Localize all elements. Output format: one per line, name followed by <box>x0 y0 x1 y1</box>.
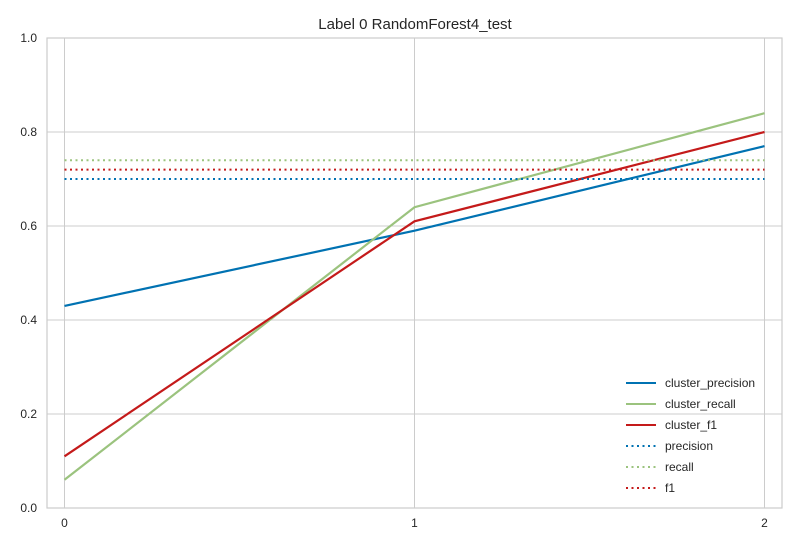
legend: cluster_precision cluster_recall cluster_f… <box>626 376 755 495</box>
legend-label-recall: recall <box>665 460 694 474</box>
series-line-cluster-f1 <box>63 130 765 458</box>
y-tick-label: 0.6 <box>20 219 37 233</box>
x-tick-label: 1 <box>411 516 418 530</box>
tick-labels: 0.0 0.2 0.4 0.6 0.8 1.0 0 1 2 <box>20 31 768 530</box>
x-tick-label: 2 <box>761 516 768 530</box>
y-tick-label: 1.0 <box>20 31 37 45</box>
legend-label-precision: precision <box>665 439 713 453</box>
chart-title: Label 0 RandomForest4_test <box>318 16 512 33</box>
grid <box>47 37 782 509</box>
x-tick-label: 0 <box>61 516 68 530</box>
y-tick-label: 0.8 <box>20 125 37 139</box>
legend-label-cluster-f1: cluster_f1 <box>665 418 717 432</box>
legend-label-cluster-recall: cluster_recall <box>665 397 736 411</box>
series-line-cluster-recall <box>63 112 765 481</box>
y-tick-label: 0.2 <box>20 407 37 421</box>
y-tick-label: 0.0 <box>20 501 37 515</box>
series-line-cluster-precision <box>64 145 765 307</box>
series-lines <box>63 112 765 481</box>
legend-label-cluster-precision: cluster_precision <box>665 376 755 390</box>
legend-label-f1: f1 <box>665 481 675 495</box>
y-tick-label: 0.4 <box>20 313 37 327</box>
